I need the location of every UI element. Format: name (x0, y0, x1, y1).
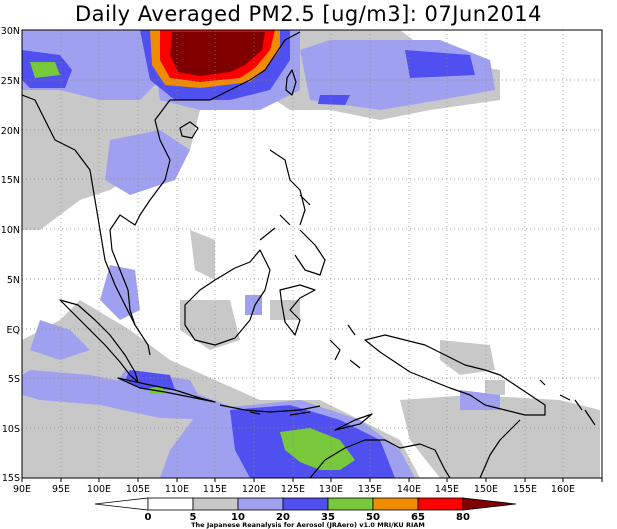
lon-label: 115E (203, 484, 227, 495)
colorbar-swatch-8 (462, 497, 517, 511)
colorbar-level: 5 (190, 512, 197, 523)
lat-label: 25N (1, 76, 20, 87)
lat-label: 5N (7, 275, 20, 286)
lon-label: 155E (513, 484, 537, 495)
lat-label: 20N (1, 126, 20, 137)
lon-label: 135E (358, 484, 382, 495)
lon-label: 110E (165, 484, 189, 495)
colorbar-level: 80 (456, 512, 470, 523)
lon-label: 105E (126, 484, 150, 495)
lat-label: 10S (2, 424, 20, 435)
colorbar-level: 10 (231, 512, 245, 523)
lon-label: 150E (474, 484, 498, 495)
colorbar-level: 65 (411, 512, 425, 523)
lon-label: 125E (281, 484, 305, 495)
lat-label: 30N (1, 26, 20, 37)
lat-label: 15N (1, 175, 20, 186)
colorbar-level: 35 (321, 512, 335, 523)
colorbar-swatch-4 (282, 497, 329, 511)
colorbar-level: 20 (276, 512, 290, 523)
graticule (22, 30, 602, 478)
colorbar-swatch-6 (372, 497, 419, 511)
coastlines (22, 31, 596, 478)
lon-label: 100E (87, 484, 111, 495)
axis-ticks (21, 478, 603, 482)
colorbar-swatch-1 (147, 497, 194, 511)
colorbar: 0 5 10 20 35 50 65 80 The Japanese Reana… (94, 497, 517, 529)
colorbar-level: 50 (366, 512, 380, 523)
colorbar-swatch-7 (417, 497, 464, 511)
credit-text: The Japanese Reanalysis for Aerosol (JRA… (191, 521, 425, 529)
lon-label: 120E (242, 484, 266, 495)
lon-label: 95E (52, 484, 70, 495)
lon-label: 90E (13, 484, 31, 495)
lat-label: 5S (8, 374, 20, 385)
colorbar-swatch-0 (94, 497, 149, 511)
colorbar-level: 0 (145, 512, 152, 523)
pm25-concentration-layer (22, 30, 600, 478)
latitude-labels: 30N 25N 20N 15N 10N 5N EQ 5S 10S 15S (1, 26, 20, 484)
lon-label: 160E (551, 484, 575, 495)
colorbar-swatch-2 (192, 497, 239, 511)
longitude-labels: 90E 95E 100E 105E 110E 115E 120E 125E 13… (13, 484, 575, 495)
colorbar-swatch-3 (237, 497, 284, 511)
colorbar-swatch-5 (327, 497, 374, 511)
lon-label: 140E (397, 484, 421, 495)
lat-label: 15S (2, 473, 20, 484)
lat-label: 10N (1, 225, 20, 236)
map-title: Daily Averaged PM2.5 [ug/m3]: 07Jun2014 (74, 2, 543, 26)
map-frame (21, 29, 603, 479)
lon-label: 145E (435, 484, 459, 495)
lat-label: EQ (7, 325, 20, 336)
lon-label: 130E (319, 484, 343, 495)
